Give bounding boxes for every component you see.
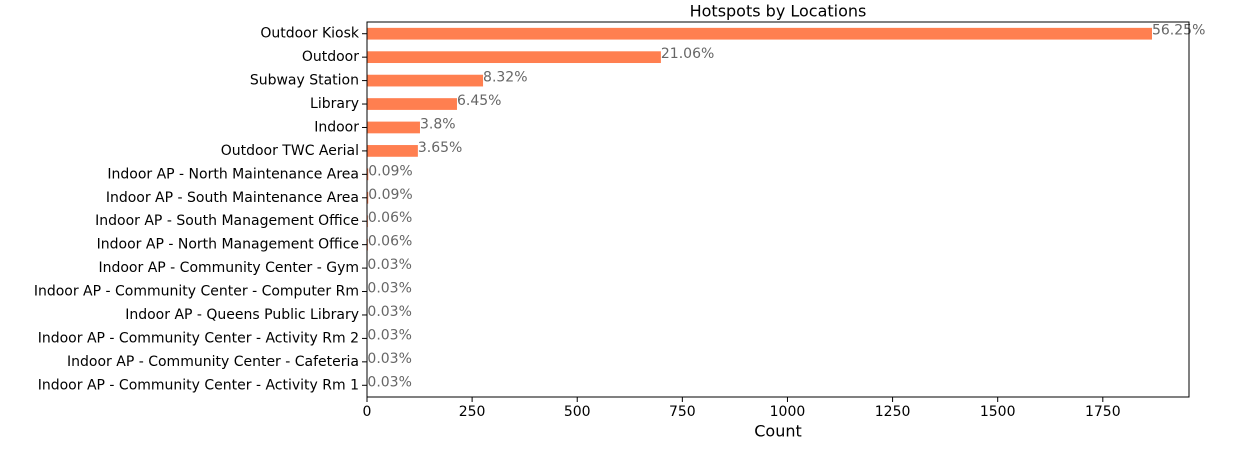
x-tick-label: 1000 xyxy=(770,404,806,420)
x-tick-label: 1750 xyxy=(1085,404,1121,420)
value-label: 0.03% xyxy=(367,257,411,273)
value-label: 0.03% xyxy=(367,281,411,297)
bar xyxy=(367,75,483,87)
y-tick-label: Indoor AP - South Management Office xyxy=(95,213,359,229)
x-tick-label: 1500 xyxy=(980,404,1016,420)
value-label: 0.03% xyxy=(367,304,411,320)
value-label: 0.09% xyxy=(368,187,412,203)
bar xyxy=(367,145,418,157)
x-tick-label: 250 xyxy=(459,404,486,420)
value-label: 3.8% xyxy=(420,116,456,132)
x-tick-label: 1250 xyxy=(875,404,911,420)
bar xyxy=(367,122,420,134)
x-tick-label: 500 xyxy=(564,404,591,420)
y-tick-label: Library xyxy=(310,96,359,112)
value-label: 0.03% xyxy=(367,351,411,367)
bar xyxy=(367,28,1152,40)
y-tick-label: Indoor AP - Community Center - Activity … xyxy=(38,377,359,393)
y-tick-label: Outdoor TWC Aerial xyxy=(221,143,359,159)
value-label: 3.65% xyxy=(418,140,462,156)
y-tick-label: Indoor AP - Queens Public Library xyxy=(125,307,359,323)
value-label: 0.03% xyxy=(367,374,411,390)
y-tick-label: Indoor xyxy=(314,119,359,135)
y-tick-label: Indoor AP - North Maintenance Area xyxy=(107,166,359,182)
y-tick-label: Outdoor xyxy=(302,49,359,65)
bar xyxy=(367,51,661,63)
y-tick-label: Indoor AP - Community Center - Computer … xyxy=(34,284,359,300)
value-label: 0.06% xyxy=(368,234,412,250)
bar xyxy=(367,98,457,110)
chart-title: Hotspots by Locations xyxy=(690,2,867,21)
x-axis-label: Count xyxy=(754,422,802,441)
value-label: 6.45% xyxy=(457,93,501,109)
value-label: 8.32% xyxy=(483,70,527,86)
x-tick-label: 0 xyxy=(363,404,372,420)
y-tick-label: Outdoor Kiosk xyxy=(260,26,360,42)
y-tick-label: Subway Station xyxy=(250,73,359,89)
y-tick-label: Indoor AP - Community Center - Gym xyxy=(98,260,359,276)
y-tick-label: Indoor AP - North Management Office xyxy=(97,237,359,253)
value-label: 0.03% xyxy=(367,327,411,343)
value-label: 0.06% xyxy=(368,210,412,226)
value-label: 56.25% xyxy=(1152,23,1205,39)
y-tick-label: Indoor AP - South Maintenance Area xyxy=(106,190,359,206)
y-tick-label: Indoor AP - Community Center - Activity … xyxy=(38,330,359,346)
value-label: 21.06% xyxy=(661,46,714,62)
y-tick-label: Indoor AP - Community Center - Cafeteria xyxy=(67,354,359,370)
x-tick-label: 750 xyxy=(669,404,696,420)
value-label: 0.09% xyxy=(368,163,412,179)
